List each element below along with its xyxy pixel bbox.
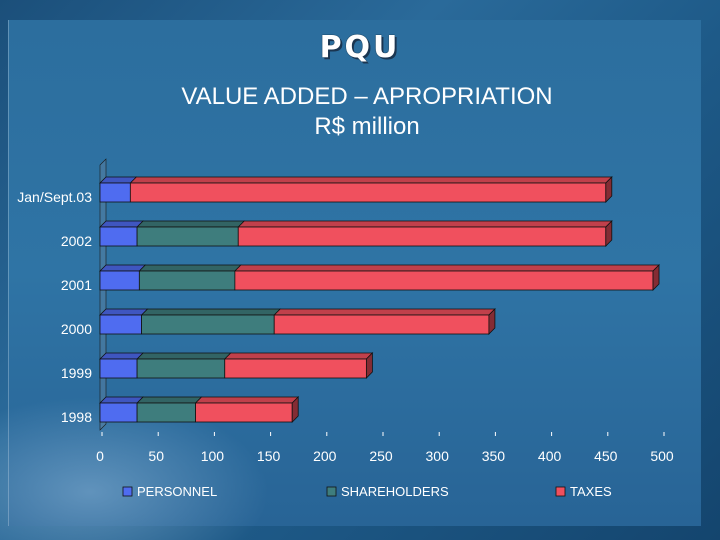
bar-top-face bbox=[237, 220, 613, 228]
bar-top-face bbox=[99, 264, 147, 272]
bar-end-face bbox=[365, 352, 373, 379]
bar-segment-personnel bbox=[99, 220, 145, 247]
x-tick-label: 500 bbox=[650, 448, 674, 464]
bar-segment-personnel bbox=[99, 352, 145, 379]
bar-front-face bbox=[141, 314, 275, 335]
legend-swatch bbox=[122, 486, 133, 497]
bar-top-face bbox=[129, 176, 613, 184]
bar-segment-taxes bbox=[194, 396, 300, 423]
bar-segment-taxes bbox=[233, 264, 660, 291]
bar-segment-taxes bbox=[237, 220, 613, 247]
bar-top-face bbox=[99, 352, 145, 360]
bar-segment-shareholders bbox=[136, 396, 203, 423]
bar-front-face bbox=[99, 358, 138, 379]
y-tick-label: 2002 bbox=[61, 233, 92, 249]
bar-front-face bbox=[99, 314, 142, 335]
bar-top-face bbox=[273, 308, 496, 316]
bar-top-face bbox=[136, 396, 203, 404]
bar-end-face bbox=[291, 396, 299, 423]
bar-front-face bbox=[99, 182, 131, 203]
bars-group bbox=[99, 176, 660, 423]
bar-top-face bbox=[233, 264, 660, 272]
y-axis-labels: Jan/Sept.03 2002 2001 2000 1999 1998 bbox=[17, 189, 92, 425]
bar-top-face bbox=[140, 308, 282, 316]
bar-end-face bbox=[605, 176, 613, 203]
bar-front-face bbox=[224, 358, 367, 379]
bar-segment-personnel bbox=[99, 264, 147, 291]
bar-end-face bbox=[652, 264, 660, 291]
chart-subtitle: R$ million bbox=[314, 113, 420, 140]
x-tick-label: 350 bbox=[482, 448, 506, 464]
bar-segment-shareholders bbox=[136, 352, 232, 379]
x-tick-label: 50 bbox=[148, 448, 164, 464]
y-tick-label: 2000 bbox=[61, 321, 92, 337]
bar-top-face bbox=[223, 352, 374, 360]
bar-front-face bbox=[136, 226, 239, 247]
y-tick-label: 1998 bbox=[61, 409, 92, 425]
x-tick-label: 150 bbox=[257, 448, 281, 464]
bar-segment-shareholders bbox=[136, 220, 246, 247]
x-tick-label: 200 bbox=[313, 448, 337, 464]
bar-segment-personnel bbox=[99, 308, 149, 335]
legend-swatch bbox=[326, 486, 337, 497]
bar-top-face bbox=[136, 352, 232, 360]
y-tick-label: 1999 bbox=[61, 365, 92, 381]
bar-segment-taxes bbox=[129, 176, 613, 203]
bar-front-face bbox=[234, 270, 654, 291]
legend: PERSONNEL SHAREHOLDERS TAXES bbox=[122, 484, 612, 499]
chart-title: VALUE ADDED – APROPRIATION R$ million bbox=[0, 82, 720, 142]
legend-label: TAXES bbox=[570, 484, 612, 499]
bar-front-face bbox=[99, 226, 138, 247]
bar-top-face bbox=[136, 220, 246, 228]
brand-logo: PQU bbox=[319, 30, 401, 65]
bar-front-face bbox=[99, 270, 140, 291]
bar-front-face bbox=[129, 182, 607, 203]
bar-end-face bbox=[605, 220, 613, 247]
bar-top-face bbox=[99, 220, 145, 228]
x-tick-label: 250 bbox=[369, 448, 393, 464]
legend-swatch bbox=[555, 486, 566, 497]
bar-top-face bbox=[138, 264, 242, 272]
bar-segment-shareholders bbox=[138, 264, 242, 291]
bar-front-face bbox=[237, 226, 607, 247]
bar-front-face bbox=[138, 270, 236, 291]
bar-front-face bbox=[195, 402, 293, 423]
x-axis-ticks: 0 50 100 150 200 250 300 350 400 450 500 bbox=[96, 432, 674, 464]
bar-top-face bbox=[99, 396, 145, 404]
bar-front-face bbox=[136, 358, 226, 379]
x-tick-label: 0 bbox=[96, 448, 104, 464]
bar-front-face bbox=[136, 402, 196, 423]
bar-segment-taxes bbox=[273, 308, 496, 335]
y-tick-label: 2001 bbox=[61, 277, 92, 293]
bar-front-face bbox=[273, 314, 490, 335]
legend-label: SHAREHOLDERS bbox=[341, 484, 449, 499]
bar-segment-taxes bbox=[223, 352, 374, 379]
bar-end-face bbox=[488, 308, 496, 335]
bar-top-face bbox=[99, 308, 149, 316]
y-tick-label: Jan/Sept.03 bbox=[17, 189, 92, 205]
x-tick-label: 450 bbox=[594, 448, 618, 464]
x-tick-label: 300 bbox=[426, 448, 450, 464]
bar-segment-personnel bbox=[99, 396, 145, 423]
bar-segment-shareholders bbox=[140, 308, 282, 335]
x-tick-label: 400 bbox=[538, 448, 562, 464]
x-tick-label: 100 bbox=[201, 448, 225, 464]
chart-title-line: VALUE ADDED – APROPRIATION bbox=[181, 83, 553, 110]
bar-front-face bbox=[99, 402, 138, 423]
legend-label: PERSONNEL bbox=[137, 484, 217, 499]
bar-top-face bbox=[194, 396, 300, 404]
